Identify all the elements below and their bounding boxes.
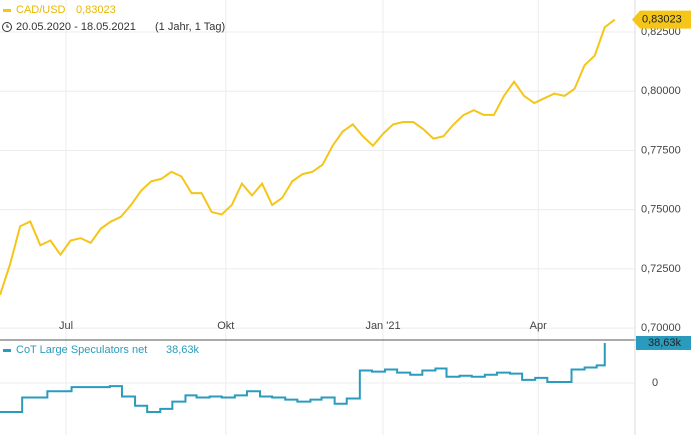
legend-value: 38,63k [166,344,200,356]
last-value-tag [636,335,691,350]
last-value-label: 38,63k [648,337,682,349]
x-tick-label: Okt [217,320,234,332]
x-tick-label: Apr [530,320,547,332]
last-value-tag [632,10,691,29]
x-tick-label: Jul [59,320,73,332]
y-tick-label: 0 [652,377,658,389]
clock-icon [2,22,12,32]
last-value-label: 0,83023 [642,14,682,26]
legend-name: CoT Large Speculators net [16,344,147,356]
period: 20.05.2020 - 18.05.2021 [16,21,136,33]
legend-swatch [3,9,11,12]
y-tick-label: 0,77500 [641,144,681,156]
step-line [0,342,606,414]
range-note: (1 Jahr, 1 Tag) [155,21,225,33]
legend-swatch [3,349,11,352]
x-tick-label: Jan '21 [365,320,400,332]
y-tick-label: 0,82500 [641,26,681,38]
legend-name: CAD/USD [16,4,66,16]
y-tick-label: 0,70000 [641,322,681,334]
y-tick-label: 0,72500 [641,263,681,275]
clock-hands [6,24,9,28]
y-tick-label: 0,75000 [641,204,681,216]
legend-value: 0,83023 [76,4,116,16]
y-tick-label: 0,80000 [641,85,681,97]
price-line [0,18,616,296]
